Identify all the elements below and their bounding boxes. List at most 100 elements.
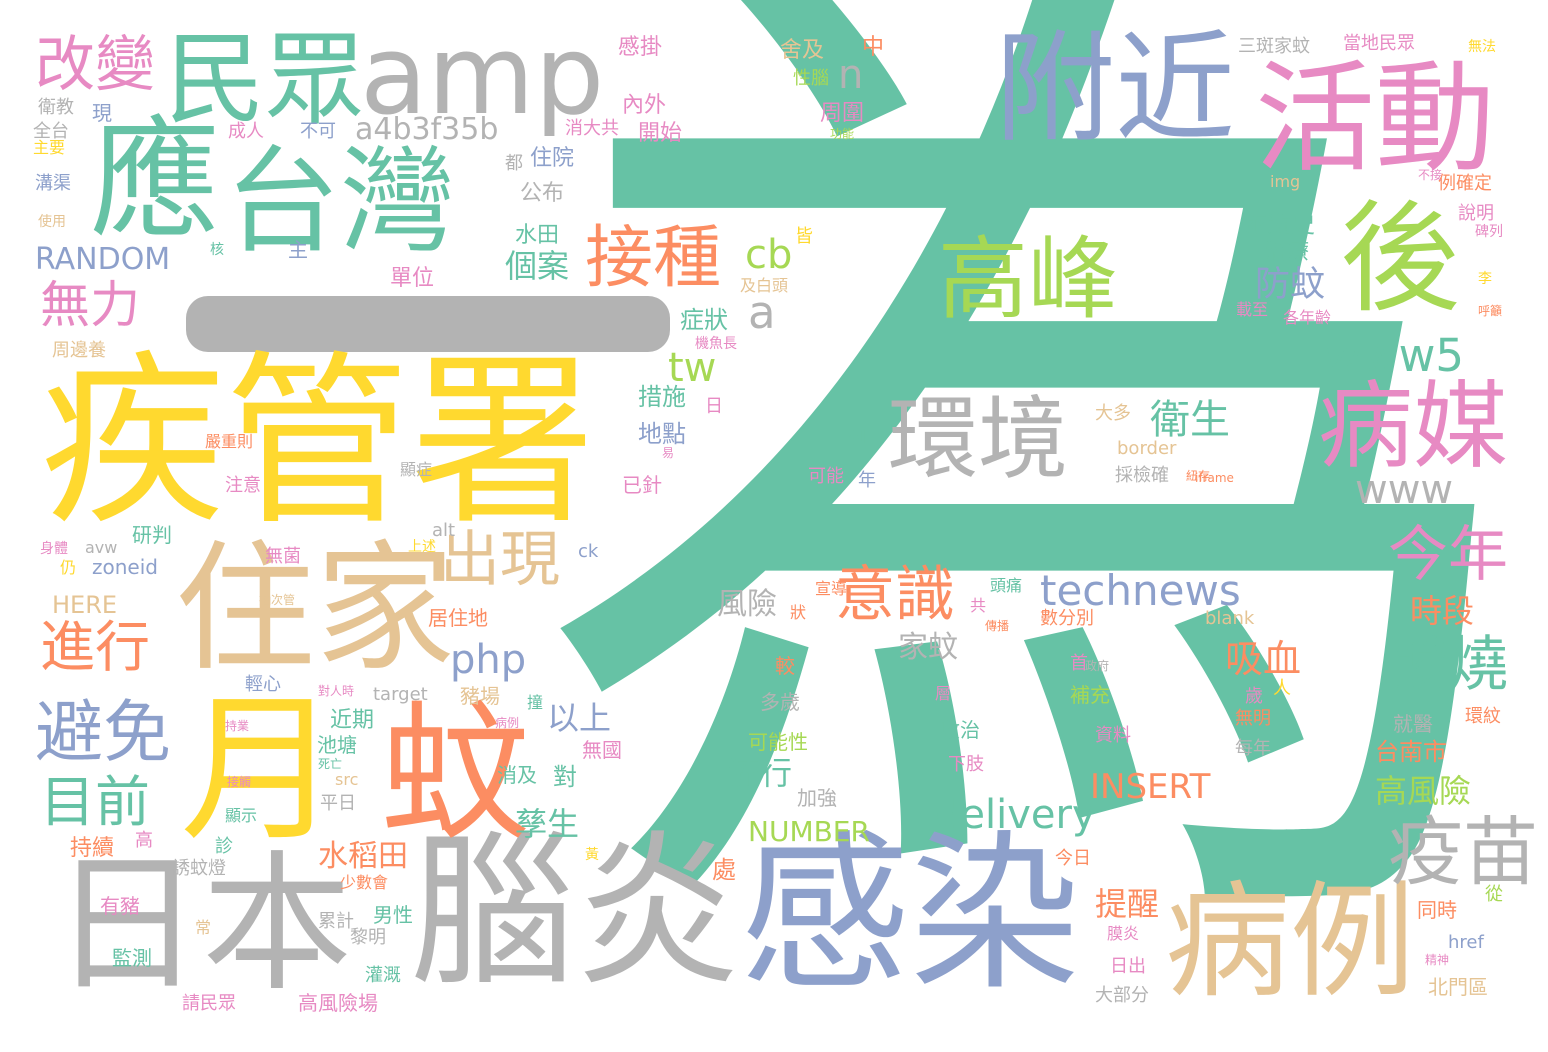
word-w145: 持續 [70, 836, 115, 861]
word-w77: 消大共 [565, 118, 619, 139]
word-w1: 為 [530, 0, 1540, 1052]
word-w163: 今日 [1055, 848, 1091, 869]
word-w29: 今年 [1388, 520, 1508, 590]
word-w33: technews [1040, 566, 1241, 615]
word-w123: blank [1205, 608, 1255, 629]
word-w59: 治療 [1265, 240, 1310, 265]
word-w179: 李 [1478, 271, 1492, 287]
word-w139: 無明 [1235, 708, 1271, 729]
word-w128: 消及 [497, 763, 537, 787]
word-w99: 例 [848, 428, 866, 449]
word-w186: 接觸 [227, 775, 252, 789]
word-w64: 水田 [515, 223, 560, 248]
word-w85: 溝渠 [35, 173, 71, 194]
word-w94: 研判 [132, 523, 172, 547]
word-w126: 近期 [330, 708, 375, 733]
word-w101: 年 [858, 470, 876, 491]
word-w5: 日本 [52, 838, 353, 1012]
word-w81: 現 [92, 101, 112, 125]
word-w138: 資料 [1095, 725, 1131, 746]
word-w17: 高峰 [938, 227, 1118, 332]
word-w184: 對人時 [318, 684, 355, 698]
word-w153: 灌溉 [365, 965, 401, 986]
word-w178: 人 [1273, 678, 1291, 699]
word-w103: border [1117, 438, 1177, 459]
word-w173: 高 [135, 830, 153, 851]
word-w18: 環境 [888, 387, 1068, 492]
word-w56: 風險 [717, 587, 777, 622]
word-w131: 可能性 [748, 730, 808, 754]
word-w111: 載至 [1236, 300, 1269, 319]
word-w26: 目前 [40, 770, 151, 834]
word-w32: www [1355, 467, 1454, 513]
word-w84: 主要 [33, 138, 66, 157]
word-w4: 腦炎 [410, 816, 740, 1008]
word-w14: amp [360, 11, 605, 139]
word-w3: 感染 [740, 816, 1081, 1014]
word-w159: 膜炎 [1107, 924, 1140, 943]
word-w182: 功能 [830, 127, 855, 141]
word-w107: 例確定 [1438, 173, 1492, 194]
word-w181: 不接 [1418, 168, 1443, 182]
word-w62: 地點 [638, 420, 686, 448]
word-w41: 防蚊 [1255, 265, 1326, 305]
word-w42: 吸血 [1225, 637, 1302, 681]
word-w169: 狀 [790, 603, 807, 622]
word-w73: 中 [862, 35, 885, 60]
word-w50: 以上 [547, 699, 612, 737]
word-w43: 時段 [1410, 592, 1475, 630]
word-w49: 流行 [728, 754, 793, 792]
word-w161: 同時 [1417, 898, 1457, 922]
word-w116: HERE [52, 591, 118, 619]
word-w124: target [373, 684, 428, 705]
word-w142: 環紋 [1465, 706, 1501, 727]
word-w24: 無力 [40, 276, 140, 334]
word-w74: 三斑家蚊 [1238, 36, 1310, 57]
word-w191: 持業 [225, 719, 250, 733]
word-w133: 多歲 [760, 690, 800, 714]
word-w188: 紐存 [1186, 469, 1211, 483]
word-w194: 政府 [1085, 659, 1110, 673]
word-w158: 日出 [1110, 956, 1146, 977]
word-w106: img [1270, 172, 1301, 191]
word-w151: 累計 [318, 911, 354, 932]
word-w119: 身體 [40, 541, 68, 557]
word-w174: 診 [215, 836, 233, 857]
word-w7: 月 [180, 676, 341, 863]
word-w36: a4b3f35b [355, 112, 499, 147]
word-w82: 衛教 [38, 97, 74, 118]
word-w80: 都 [505, 153, 523, 174]
word-w38: INSERT [1090, 767, 1211, 807]
word-w150: 男性 [373, 903, 413, 927]
word-w110: 各年齡 [1283, 308, 1332, 327]
word-w60: 症狀 [680, 306, 728, 334]
word-w19: 病媒 [1318, 372, 1509, 482]
word-w120: 上述 [408, 539, 436, 555]
word-w109: 碑列 [1475, 224, 1503, 240]
word-w67: 周圍 [820, 101, 865, 126]
word-w152: 黎明 [350, 927, 386, 948]
word-w9: 應 [90, 104, 221, 256]
word-w57: 家蚊 [898, 630, 958, 665]
word-w65: 公布 [520, 181, 565, 206]
word-w39: NUMBER [748, 815, 870, 848]
word-w48: 孳生 [515, 805, 580, 843]
word-w54: a [748, 286, 776, 339]
word-w127: 池塘 [317, 733, 357, 757]
word-w102: 大多 [1095, 403, 1131, 424]
word-w83: 全台 [33, 121, 69, 142]
word-w8: 住家 [175, 528, 456, 691]
word-w146: 誘蚊燈 [172, 858, 226, 879]
word-w45: 台南市 [1375, 738, 1447, 766]
word-w164: 首 [1070, 653, 1088, 674]
word-w53: cb [745, 232, 793, 278]
word-w34: delivery [935, 792, 1096, 838]
word-w135: 加強 [797, 786, 837, 810]
word-w47: 水稻田 [318, 839, 408, 874]
word-w165: 層 [935, 684, 952, 703]
word-w113: ck [578, 541, 599, 562]
word-w160: href [1448, 932, 1484, 953]
word-w148: 監測 [112, 946, 152, 970]
word-w105: iframe [1195, 471, 1234, 485]
